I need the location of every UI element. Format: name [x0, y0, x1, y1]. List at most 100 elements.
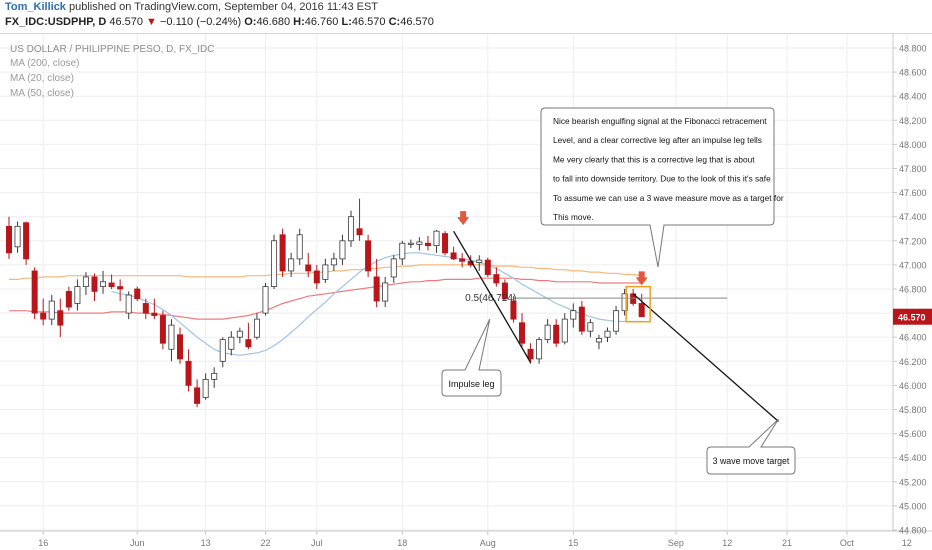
x-tick-label: Jul: [311, 538, 323, 548]
publish-info: published on TradingView.com, September …: [65, 1, 379, 13]
candle: [510, 300, 517, 320]
candle: [262, 286, 269, 314]
y-tick-label: 48.800: [899, 44, 927, 54]
candle: [382, 282, 389, 302]
candle: [587, 322, 594, 332]
y-tick-label: 45.800: [899, 405, 927, 415]
candle: [638, 303, 645, 318]
high-value: 46.760: [304, 16, 339, 28]
candle: [399, 242, 406, 260]
candle: [74, 286, 81, 304]
y-tick-label: 44.800: [899, 526, 927, 536]
y-tick-label: 47.400: [899, 212, 927, 222]
y-tick-label: 45.000: [899, 501, 927, 511]
candle: [31, 270, 38, 314]
note-callout: [540, 107, 775, 268]
x-tick-label: 15: [568, 538, 578, 548]
candle: [339, 240, 346, 260]
candle: [23, 222, 30, 260]
x-tick-label: Oct: [840, 538, 855, 548]
y-tick-label: 45.600: [899, 429, 927, 439]
y-tick-label: 48.200: [899, 116, 927, 126]
candle: [236, 330, 243, 338]
y-tick-label: 48.400: [899, 92, 927, 102]
down-arrow-icon: ▼: [146, 16, 157, 28]
price-change: −0.110 (−0.24%): [160, 16, 242, 28]
candle: [313, 270, 320, 284]
x-tick-label: 12: [902, 538, 912, 548]
y-tick-label: 45.200: [899, 477, 927, 487]
signal-box: [625, 285, 651, 323]
candle: [527, 348, 534, 360]
candle: [14, 225, 21, 248]
y-tick-label: 46.200: [899, 357, 927, 367]
candle: [151, 312, 158, 316]
high-label: H:: [293, 16, 305, 28]
x-tick-label: Sep: [668, 538, 684, 548]
last-price-badge-label: 46.570: [898, 313, 926, 323]
x-tick-label: 18: [397, 538, 407, 548]
candle: [117, 286, 124, 290]
last-price-badge: [893, 308, 932, 325]
note-text: This move.: [553, 212, 594, 222]
candle: [82, 276, 89, 287]
candle: [185, 360, 192, 386]
candle: [194, 387, 201, 404]
candle: [219, 339, 226, 362]
candle: [40, 312, 47, 320]
y-tick-label: 47.200: [899, 236, 927, 246]
candle: [450, 252, 457, 260]
candle: [442, 233, 449, 254]
candle: [100, 281, 107, 287]
author-link[interactable]: Tom_Killick: [5, 1, 66, 13]
candle: [613, 310, 620, 332]
candle: [245, 339, 252, 348]
candle: [570, 310, 577, 320]
candle: [476, 259, 483, 263]
candle: [296, 234, 303, 260]
y-tick-label: 48.600: [899, 68, 927, 78]
candle: [159, 315, 166, 344]
x-tick-label: 21: [782, 538, 792, 548]
y-tick-label: 47.000: [899, 260, 927, 270]
publish-line: Tom_Killick published on TradingView.com…: [5, 1, 378, 13]
candle: [279, 234, 286, 272]
candle: [305, 264, 312, 272]
candle: [621, 293, 628, 312]
ma50-line: [9, 277, 642, 320]
candle: [519, 322, 526, 344]
candle: [108, 282, 115, 287]
y-tick-label: 46.800: [899, 285, 927, 295]
close-value: 46.570: [400, 16, 434, 28]
chart-legend-title: US DOLLAR / PHILIPPINE PESO, D, FX_IDC: [10, 44, 215, 55]
candle: [176, 334, 183, 360]
legend-ma20: MA (20, close): [10, 73, 74, 84]
candle: [416, 241, 423, 245]
symbol-name: FX_IDC:USDPHP, D: [5, 16, 107, 28]
candle: [356, 228, 363, 236]
candle: [48, 300, 55, 320]
candle: [561, 318, 568, 343]
candle: [125, 294, 132, 314]
candle: [553, 324, 560, 344]
note-text: Nice bearish engulfing signal at the Fib…: [553, 116, 767, 126]
candle: [407, 242, 414, 245]
candle: [347, 216, 354, 242]
signal-arrow-icon: [635, 271, 648, 286]
impulse-leg-line: [453, 230, 532, 363]
target-leg-line: [632, 293, 779, 423]
symbol-line: FX_IDC:USDPHP, D 46.570 ▼ −0.110 (−0.24%…: [5, 16, 434, 28]
note-text: Level, and a clear corrective leg after …: [553, 135, 762, 145]
legend-ma200: MA (200, close): [10, 58, 80, 69]
candle: [390, 258, 397, 278]
open-value: 46.680: [256, 16, 291, 28]
header-divider: [0, 33, 932, 34]
candle: [433, 230, 440, 247]
candle: [271, 240, 278, 287]
x-tick-label: 12: [722, 538, 732, 548]
note-text: To assume we can use a 3 wave measure mo…: [553, 193, 784, 203]
candle: [134, 288, 141, 300]
top-arrow-icon: [457, 211, 470, 226]
candle: [424, 242, 431, 247]
